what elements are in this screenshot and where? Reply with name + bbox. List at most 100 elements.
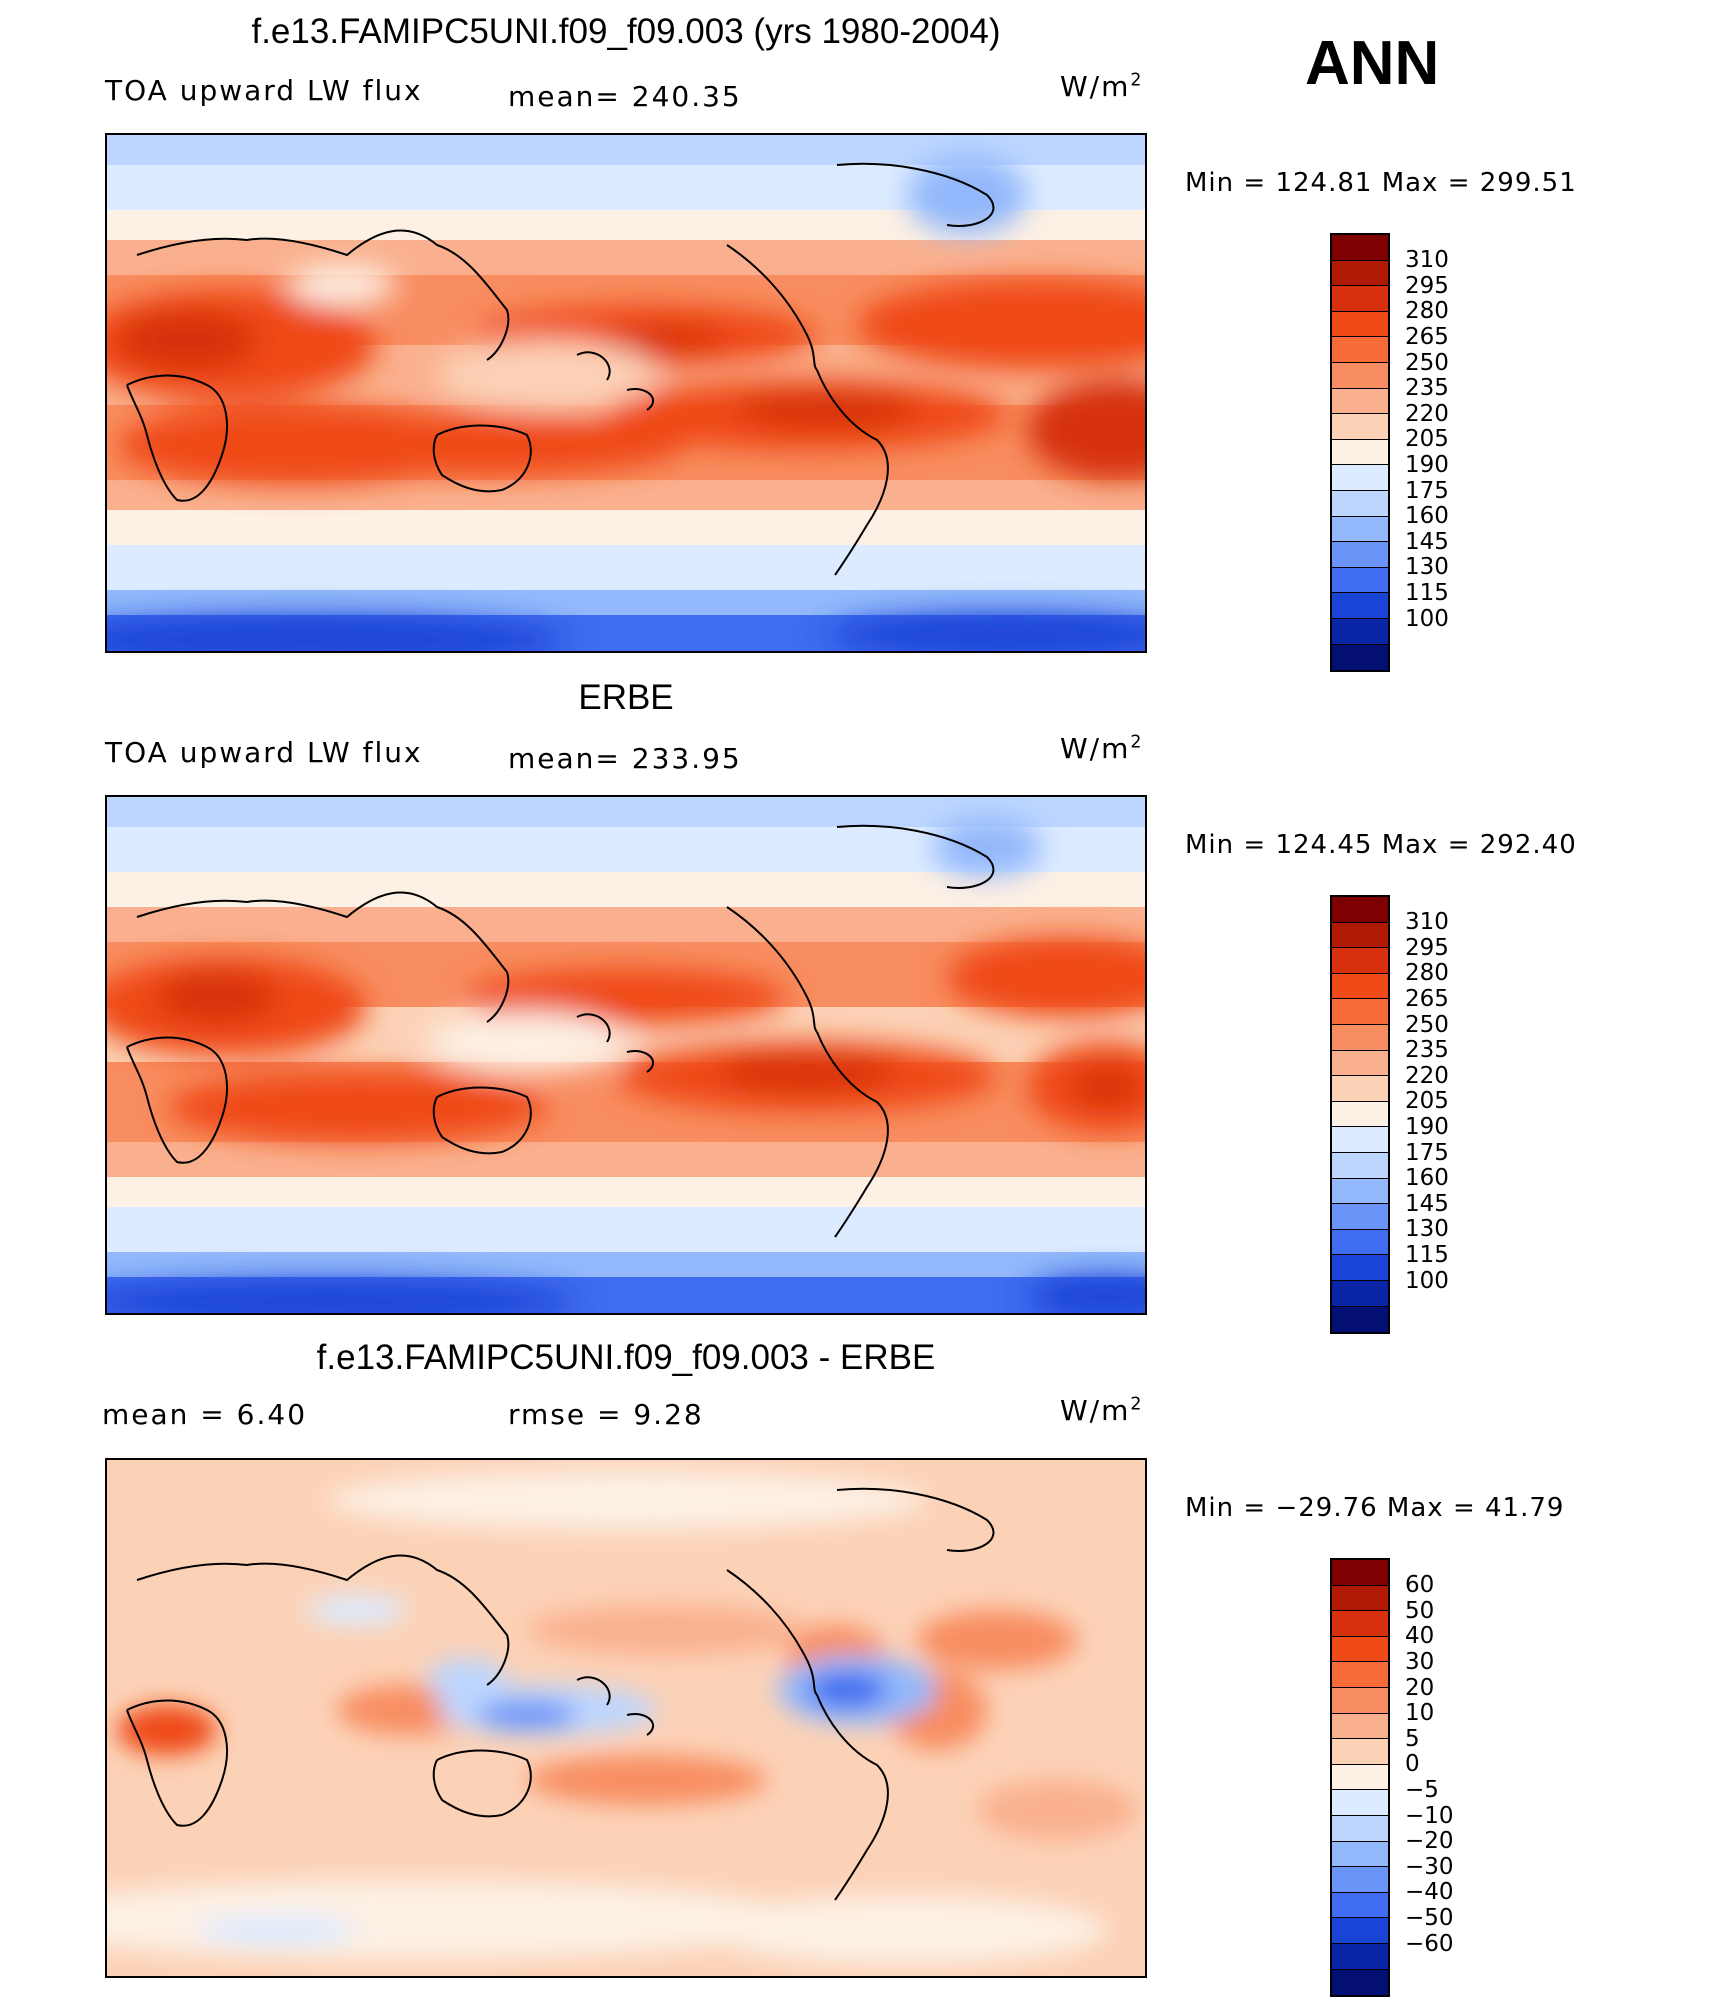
colorbar-swatch (1332, 465, 1388, 491)
season-label: ANN (1305, 29, 1440, 98)
colorbar-tick-label: 40 (1405, 1623, 1435, 1650)
colorbar-swatch (1332, 1255, 1388, 1281)
colorbar-swatch (1332, 1560, 1388, 1586)
colorbar-tick-label: 205 (1405, 1088, 1449, 1115)
colorbar-tick-label: 5 (1405, 1725, 1420, 1752)
colorbar-swatch (1332, 516, 1388, 543)
colorbar-tick-label: 145 (1405, 1190, 1449, 1217)
colorbar-swatch (1332, 1280, 1388, 1307)
colorbar-swatch (1332, 490, 1388, 517)
colorbar-swatch (1332, 337, 1388, 363)
colorbar-tick-label: 10 (1405, 1700, 1435, 1727)
panel-1-units: W/m2 (1060, 70, 1144, 103)
colorbar-swatch (1332, 362, 1388, 389)
colorbar-swatch (1332, 1815, 1388, 1842)
colorbar-tick-label: 310 (1405, 247, 1449, 274)
colorbar-tick-label: −5 (1405, 1776, 1439, 1803)
panel-2-units: W/m2 (1060, 732, 1144, 765)
panel-1-map (105, 133, 1147, 653)
colorbar-tick-label: 60 (1405, 1572, 1435, 1599)
colorbar-swatch (1332, 1178, 1388, 1205)
colorbar-swatch (1332, 1024, 1388, 1051)
panel-2-mean: mean= 233.95 (508, 742, 742, 775)
colorbar-swatch (1332, 1867, 1388, 1893)
colorbar-swatch (1332, 1076, 1388, 1102)
colorbar-tick-label: 280 (1405, 298, 1449, 325)
colorbar-swatch (1332, 1204, 1388, 1230)
colorbar-tick-label: 250 (1405, 1011, 1449, 1038)
panel-1-minmax: Min = 124.81 Max = 299.51 (1185, 168, 1577, 198)
panel-3-rmse: rmse = 9.28 (508, 1398, 704, 1431)
panel-3-units: W/m2 (1060, 1394, 1144, 1427)
colorbar-tick-label: 295 (1405, 934, 1449, 961)
colorbar-tick-label: 50 (1405, 1597, 1435, 1624)
colorbar-tick-label: −30 (1405, 1853, 1454, 1880)
colorbar-swatch (1332, 593, 1388, 619)
colorbar-tick-label: 115 (1405, 579, 1449, 606)
colorbar-swatch (1332, 235, 1388, 261)
colorbar-swatch (1332, 542, 1388, 568)
colorbar-tick-label: 265 (1405, 323, 1449, 350)
colorbar-swatch (1332, 286, 1388, 312)
panel-3-minmax: Min = −29.76 Max = 41.79 (1185, 1493, 1565, 1523)
colorbar-tick-label: 295 (1405, 272, 1449, 299)
colorbar-tick-label: 0 (1405, 1751, 1420, 1778)
colorbar-swatch (1332, 1969, 1388, 1996)
colorbar-swatch (1332, 439, 1388, 466)
colorbar-swatch (1332, 1636, 1388, 1663)
colorbar-tick-label: −40 (1405, 1879, 1454, 1906)
colorbar-swatch (1332, 311, 1388, 338)
colorbar-swatch (1332, 1841, 1388, 1868)
colorbar-swatch (1332, 1790, 1388, 1816)
colorbar-tick-label: 190 (1405, 1113, 1449, 1140)
colorbar-swatch (1332, 897, 1388, 923)
colorbar-swatch (1332, 260, 1388, 287)
colorbar-tick-label: −20 (1405, 1828, 1454, 1855)
colorbar-swatch (1332, 1585, 1388, 1612)
colorbar-tick-label: 130 (1405, 1216, 1449, 1243)
colorbar-tick-label: 145 (1405, 528, 1449, 555)
colorbar-tick-label: 220 (1405, 1062, 1449, 1089)
panel-3-colorbar (1330, 1558, 1390, 1997)
colorbar-swatch (1332, 1739, 1388, 1765)
colorbar-swatch (1332, 567, 1388, 594)
colorbar-tick-label: 265 (1405, 985, 1449, 1012)
colorbar-swatch (1332, 1306, 1388, 1333)
colorbar-tick-label: 205 (1405, 426, 1449, 453)
panel-2-field-label: TOA upward LW flux (105, 736, 423, 769)
colorbar-swatch (1332, 414, 1388, 440)
colorbar-tick-label: 160 (1405, 503, 1449, 530)
panel-1-title: f.e13.FAMIPC5UNI.f09_f09.003 (yrs 1980-2… (251, 12, 1001, 51)
colorbar-tick-label: 130 (1405, 554, 1449, 581)
colorbar-tick-label: −60 (1405, 1930, 1454, 1957)
colorbar-tick-label: 100 (1405, 605, 1449, 632)
panel-3-map (105, 1458, 1147, 1978)
colorbar-tick-label: 190 (1405, 451, 1449, 478)
colorbar-swatch (1332, 1687, 1388, 1714)
colorbar-swatch (1332, 1050, 1388, 1077)
colorbar-tick-label: 175 (1405, 1139, 1449, 1166)
colorbar-swatch (1332, 1892, 1388, 1919)
colorbar-tick-label: 115 (1405, 1241, 1449, 1268)
panel-3-title: f.e13.FAMIPC5UNI.f09_f09.003 - ERBE (316, 1338, 936, 1377)
colorbar-tick-label: 20 (1405, 1674, 1435, 1701)
colorbar-swatch (1332, 388, 1388, 415)
panel-2-map (105, 795, 1147, 1315)
panel-2-minmax: Min = 124.45 Max = 292.40 (1185, 830, 1577, 860)
colorbar-swatch (1332, 922, 1388, 949)
colorbar-swatch (1332, 618, 1388, 645)
colorbar-swatch (1332, 973, 1388, 1000)
colorbar-tick-label: −10 (1405, 1802, 1454, 1829)
colorbar-swatch (1332, 1611, 1388, 1637)
colorbar-swatch (1332, 1229, 1388, 1256)
panel-2-colorbar (1330, 895, 1390, 1335)
colorbar-swatch (1332, 1918, 1388, 1944)
colorbar-tick-label: 30 (1405, 1648, 1435, 1675)
colorbar-tick-label: 175 (1405, 477, 1449, 504)
colorbar-tick-label: 235 (1405, 375, 1449, 402)
panel-2-title: ERBE (578, 678, 674, 717)
colorbar-tick-label: 100 (1405, 1267, 1449, 1294)
panel-1-field-label: TOA upward LW flux (105, 74, 423, 107)
colorbar-swatch (1332, 644, 1388, 671)
panel-1-colorbar (1330, 233, 1390, 673)
